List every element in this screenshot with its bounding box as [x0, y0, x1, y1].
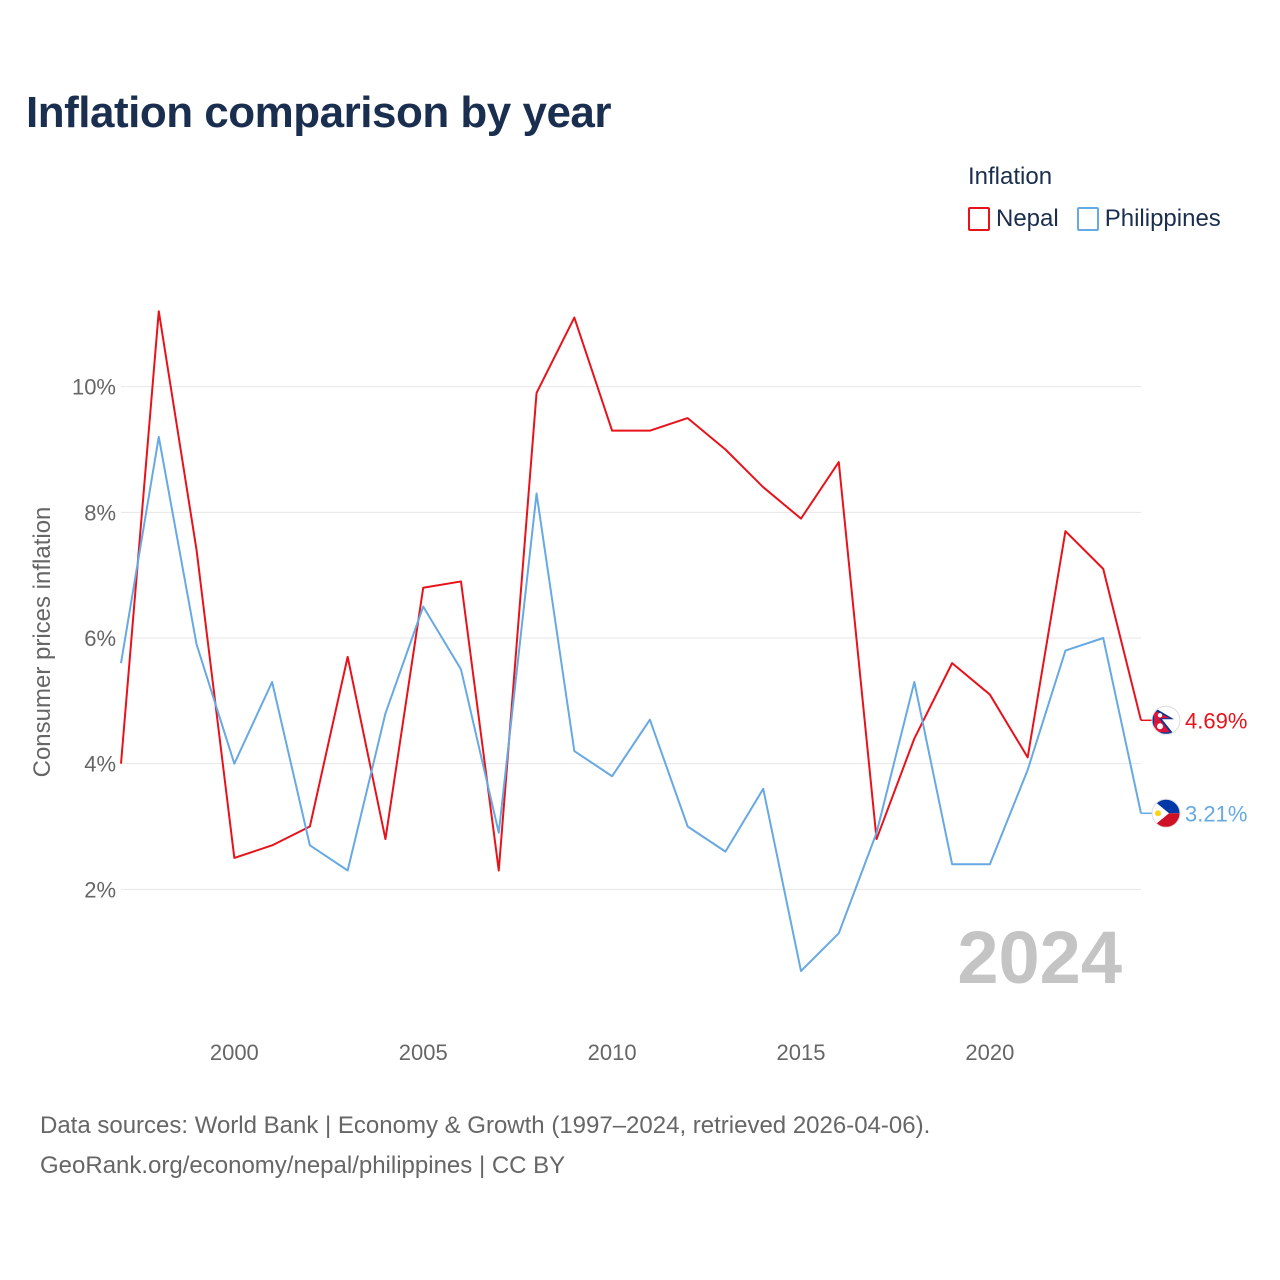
x-tick-label-2000: 2000 — [210, 1040, 259, 1065]
legend-swatch-nepal — [968, 207, 990, 231]
data-point-philippines-2015[interactable] — [797, 967, 805, 975]
data-point-nepal-2001[interactable] — [268, 841, 276, 849]
series-line-philippines[interactable] — [120, 435, 1142, 973]
year-watermark: 2024 — [957, 916, 1122, 999]
data-point-nepal-2011[interactable] — [646, 427, 654, 435]
end-marker-nepal: 4.69% — [1141, 705, 1247, 735]
data-point-philippines-2007[interactable] — [495, 829, 503, 837]
footer-source: Data sources: World Bank | Economy & Gro… — [40, 1112, 931, 1139]
legend-label-philippines: Philippines — [1104, 205, 1221, 232]
series-lines — [117, 307, 1142, 975]
data-point-philippines-2006[interactable] — [457, 665, 465, 673]
series-line-nepal[interactable] — [120, 310, 1142, 872]
data-point-philippines-2017[interactable] — [873, 829, 881, 837]
legend: Nepal Philippines — [968, 205, 1221, 233]
data-point-nepal-2018[interactable] — [910, 735, 918, 743]
series-nepal — [117, 307, 1142, 874]
end-label-philippines: 3.21% — [1185, 801, 1247, 826]
data-point-nepal-2022[interactable] — [1061, 527, 1069, 535]
data-point-nepal-2003[interactable] — [344, 653, 352, 661]
data-point-philippines-2014[interactable] — [759, 785, 767, 793]
data-point-nepal-2020[interactable] — [986, 691, 994, 699]
y-tick-label-4: 4% — [84, 752, 116, 777]
data-point-philippines-2008[interactable] — [533, 489, 541, 497]
x-tick-label-2005: 2005 — [399, 1040, 448, 1065]
data-point-philippines-2003[interactable] — [344, 866, 352, 874]
y-tick-label-2: 2% — [84, 877, 116, 902]
data-point-philippines-2020[interactable] — [986, 860, 994, 868]
data-point-philippines-2001[interactable] — [268, 678, 276, 686]
y-axis-title: Consumer prices inflation — [29, 507, 56, 778]
chart-title: Inflation comparison by year — [26, 88, 612, 137]
end-marker-philippines: 3.21% — [1141, 798, 1247, 828]
legend-item-philippines[interactable]: Philippines — [1076, 205, 1221, 233]
data-point-nepal-2012[interactable] — [684, 414, 692, 422]
data-point-philippines-1998[interactable] — [155, 433, 163, 441]
footer: Data sources: World Bank | Economy & Gro… — [40, 1106, 930, 1186]
data-point-philippines-2016[interactable] — [835, 929, 843, 937]
data-point-nepal-2010[interactable] — [608, 427, 616, 435]
legend-item-nepal[interactable]: Nepal — [968, 205, 1059, 233]
data-point-philippines-2010[interactable] — [608, 772, 616, 780]
data-point-philippines-2000[interactable] — [230, 760, 238, 768]
data-point-nepal-2013[interactable] — [721, 446, 729, 454]
data-point-nepal-1999[interactable] — [193, 546, 201, 554]
legend-label-nepal: Nepal — [996, 205, 1059, 232]
y-tick-label-10: 10% — [72, 375, 116, 400]
data-point-nepal-2016[interactable] — [835, 458, 843, 466]
end-label-nepal: 4.69% — [1185, 708, 1247, 733]
np-flag-icon — [1151, 705, 1181, 735]
data-point-philippines-2013[interactable] — [721, 848, 729, 856]
x-tick-label-2015: 2015 — [777, 1040, 826, 1065]
data-point-nepal-2004[interactable] — [381, 835, 389, 843]
ph-flag-icon — [1151, 798, 1181, 828]
data-point-philippines-2011[interactable] — [646, 716, 654, 724]
data-point-nepal-1997[interactable] — [117, 760, 125, 768]
x-tick-label-2010: 2010 — [588, 1040, 637, 1065]
data-point-philippines-1999[interactable] — [193, 640, 201, 648]
data-point-nepal-2009[interactable] — [570, 314, 578, 322]
data-point-nepal-2014[interactable] — [759, 483, 767, 491]
data-point-philippines-2012[interactable] — [684, 823, 692, 831]
legend-title: Inflation — [968, 163, 1053, 190]
data-point-philippines-1997[interactable] — [117, 659, 125, 667]
data-point-philippines-2002[interactable] — [306, 841, 314, 849]
y-tick-label-8: 8% — [84, 500, 116, 525]
line-chart: 2% 4% 6% 8% 10% 2000 2005 2010 2015 2020 Consumer… — [29, 307, 1247, 1065]
data-point-nepal-2019[interactable] — [948, 659, 956, 667]
data-point-philippines-2023[interactable] — [1099, 634, 1107, 642]
data-point-nepal-2007[interactable] — [495, 866, 503, 874]
end-markers: 4.69% 3.21% — [1141, 705, 1247, 828]
data-point-nepal-2000[interactable] — [230, 854, 238, 862]
data-point-philippines-2018[interactable] — [910, 678, 918, 686]
legend-swatch-philippines — [1076, 207, 1099, 231]
footer-attribution[interactable]: GeoRank.org/economy/nepal/philippines | … — [40, 1152, 566, 1179]
y-tick-label-6: 6% — [84, 626, 116, 651]
x-tick-label-2020: 2020 — [965, 1040, 1014, 1065]
data-point-nepal-2023[interactable] — [1099, 565, 1107, 573]
data-point-philippines-2019[interactable] — [948, 860, 956, 868]
data-point-philippines-2009[interactable] — [570, 747, 578, 755]
grid-lines — [121, 386, 1141, 890]
series-philippines — [117, 433, 1142, 975]
data-point-nepal-2015[interactable] — [797, 515, 805, 523]
data-point-nepal-1998[interactable] — [155, 307, 163, 315]
data-point-philippines-2005[interactable] — [419, 603, 427, 611]
data-point-nepal-2008[interactable] — [533, 389, 541, 397]
data-point-nepal-2006[interactable] — [457, 577, 465, 585]
data-point-philippines-2021[interactable] — [1024, 766, 1032, 774]
data-point-nepal-2005[interactable] — [419, 584, 427, 592]
axis-ticks: 2% 4% 6% 8% 10% 2000 2005 2010 2015 2020 — [72, 375, 1014, 1065]
data-point-philippines-2022[interactable] — [1061, 647, 1069, 655]
data-point-philippines-2004[interactable] — [381, 709, 389, 717]
